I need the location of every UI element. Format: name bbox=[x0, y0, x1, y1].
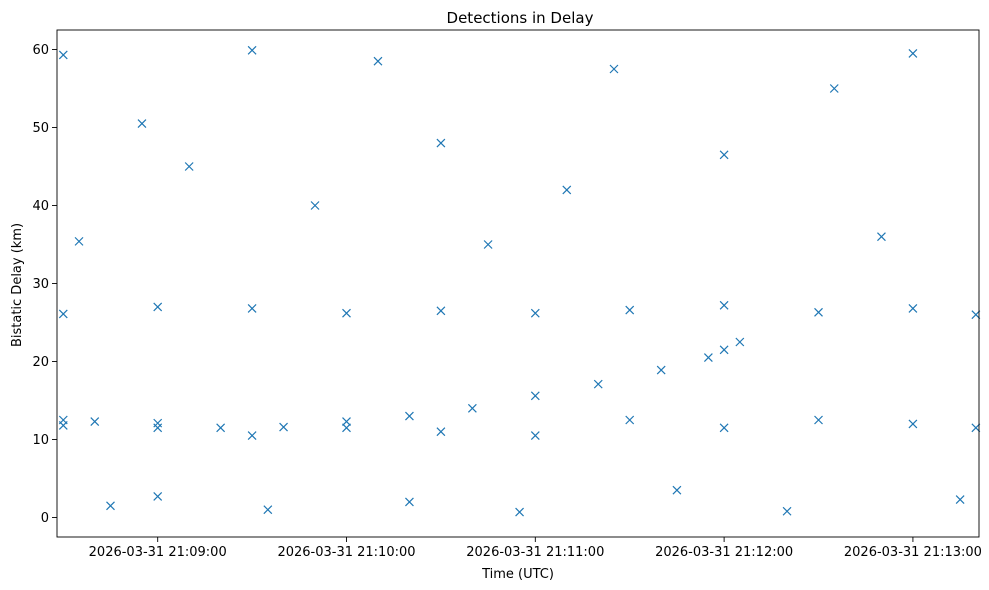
marker-s3-p18 bbox=[782, 506, 792, 516]
marker-s3-p2 bbox=[106, 501, 115, 511]
marker-s1-p0 bbox=[58, 309, 68, 319]
marker-s3-p22 bbox=[955, 495, 965, 504]
marker-s2-p7 bbox=[719, 423, 729, 433]
marker-s0-p11 bbox=[703, 353, 713, 363]
marker-s2-p4 bbox=[436, 427, 446, 437]
x-tick-label: 2026-03-31 21:10:00 bbox=[277, 545, 415, 560]
marker-s0-p8 bbox=[530, 391, 540, 401]
y-tick-label: 20 bbox=[32, 355, 49, 370]
markers-layer bbox=[58, 45, 981, 517]
marker-s1-p9 bbox=[908, 304, 918, 313]
marker-s3-p13 bbox=[515, 507, 524, 517]
marker-s1-p7 bbox=[719, 300, 729, 310]
marker-s1-p3 bbox=[342, 308, 351, 318]
marker-s1-p8 bbox=[814, 307, 823, 317]
marker-s3-p12 bbox=[483, 240, 493, 249]
marker-s3-p21 bbox=[908, 48, 918, 58]
marker-s3-p3 bbox=[137, 119, 147, 129]
marker-s2-p2 bbox=[247, 431, 257, 441]
marker-s2-p8 bbox=[814, 415, 823, 425]
marker-s0-p3 bbox=[216, 423, 226, 433]
y-axis-label: Bistatic Delay (km) bbox=[10, 223, 25, 347]
marker-s3-p10 bbox=[405, 497, 414, 507]
marker-s0-p1 bbox=[90, 417, 100, 426]
marker-s0-p7 bbox=[467, 403, 477, 413]
marker-s2-p5 bbox=[530, 431, 540, 441]
x-tick-label: 2026-03-31 21:11:00 bbox=[466, 545, 604, 560]
marker-s0-p10 bbox=[656, 365, 666, 375]
x-tick-label: 2026-03-31 21:13:00 bbox=[844, 545, 982, 560]
marker-s3-p16 bbox=[672, 485, 682, 495]
marker-s3-p20 bbox=[877, 232, 886, 242]
marker-s2-p0 bbox=[58, 415, 68, 425]
marker-s3-p5 bbox=[184, 162, 194, 171]
y-tick-label: 0 bbox=[41, 511, 49, 526]
marker-s2-p1 bbox=[153, 423, 163, 433]
y-tick-label: 50 bbox=[32, 121, 49, 136]
marker-s3-p6 bbox=[247, 45, 257, 55]
marker-s0-p6 bbox=[405, 411, 414, 421]
marker-s3-p4 bbox=[153, 492, 163, 501]
marker-s2-p3 bbox=[342, 423, 351, 433]
marker-s3-p8 bbox=[310, 201, 320, 210]
marker-s0-p12 bbox=[719, 345, 729, 355]
x-axis: 2026-03-31 21:09:00 2026-03-31 21:10:00 20… bbox=[89, 537, 982, 560]
y-tick-label: 30 bbox=[32, 277, 49, 292]
marker-s3-p11 bbox=[436, 138, 446, 148]
marker-s3-p9 bbox=[373, 56, 383, 66]
marker-s3-p17 bbox=[719, 150, 729, 160]
x-tick-label: 2026-03-31 21:09:00 bbox=[89, 545, 227, 560]
y-tick-label: 40 bbox=[32, 199, 49, 214]
marker-s2-p6 bbox=[625, 415, 635, 425]
marker-s3-p0 bbox=[58, 50, 68, 60]
x-axis-label: Time (UTC) bbox=[481, 567, 554, 582]
marker-s3-p7 bbox=[263, 505, 273, 515]
y-tick-label: 60 bbox=[32, 43, 49, 58]
marker-s0-p5 bbox=[342, 417, 351, 426]
chart-title: Detections in Delay bbox=[447, 9, 594, 27]
marker-s1-p6 bbox=[625, 305, 635, 315]
marker-s0-p4 bbox=[279, 422, 288, 432]
marker-s2-p9 bbox=[908, 419, 918, 429]
marker-s0-p13 bbox=[735, 337, 745, 347]
x-tick-label: 2026-03-31 21:12:00 bbox=[655, 545, 793, 560]
marker-s2-p10 bbox=[971, 423, 981, 433]
marker-s0-p9 bbox=[593, 379, 603, 389]
marker-s1-p5 bbox=[530, 308, 540, 318]
marker-s3-p15 bbox=[609, 64, 619, 74]
y-axis: 0 10 20 30 40 50 60 bbox=[32, 43, 57, 526]
marker-s1-p10 bbox=[971, 310, 981, 320]
marker-s1-p2 bbox=[247, 304, 257, 313]
y-tick-label: 10 bbox=[32, 433, 49, 448]
marker-s3-p14 bbox=[562, 185, 572, 195]
marker-s1-p1 bbox=[153, 302, 163, 312]
marker-s1-p4 bbox=[436, 306, 446, 316]
marker-s3-p1 bbox=[74, 236, 84, 246]
marker-s3-p19 bbox=[829, 84, 839, 93]
